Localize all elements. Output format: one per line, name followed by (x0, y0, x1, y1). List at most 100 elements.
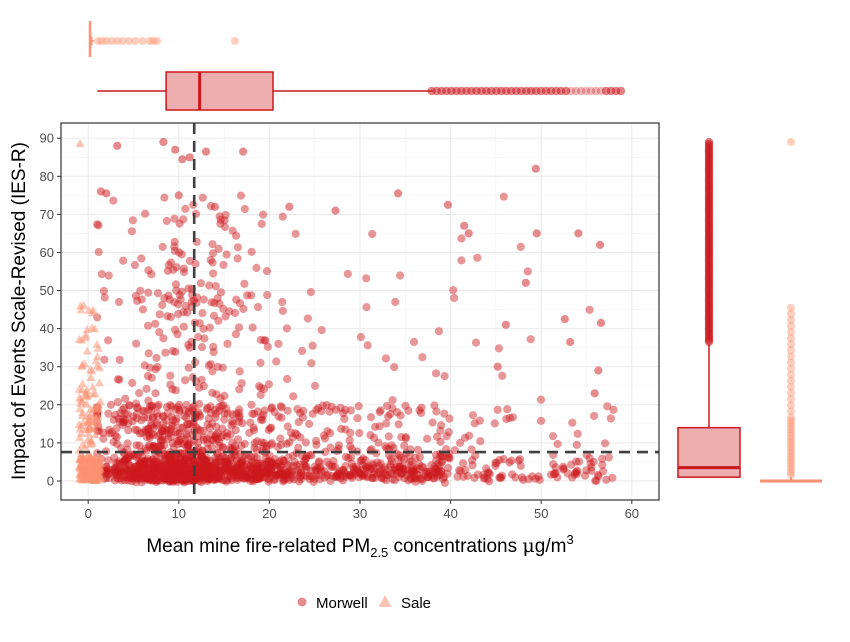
morwell-point (405, 458, 414, 467)
morwell-point (244, 454, 253, 463)
morwell-point (263, 464, 273, 473)
morwell-point (362, 462, 371, 471)
morwell-point (135, 461, 145, 470)
morwell-point (287, 473, 296, 482)
morwell-point (131, 473, 140, 482)
morwell-point (118, 420, 127, 429)
morwell-point (138, 428, 147, 437)
morwell-point (159, 334, 168, 343)
morwell-point (206, 402, 215, 411)
morwell-point (250, 470, 259, 479)
morwell-point (163, 434, 173, 443)
morwell-point (254, 464, 263, 473)
morwell-point (429, 467, 438, 476)
morwell-point (424, 472, 433, 481)
morwell-point (428, 418, 437, 427)
morwell-point (310, 462, 319, 471)
sale-point (76, 305, 86, 314)
morwell-point (211, 456, 221, 465)
morwell-point (131, 474, 140, 483)
morwell-point (222, 476, 231, 485)
sale-y-outlier (787, 471, 795, 480)
morwell-point (180, 412, 189, 421)
morwell-point (147, 401, 156, 410)
morwell-point (249, 426, 259, 435)
morwell-point (298, 346, 307, 356)
morwell-point (231, 330, 240, 339)
morwell-point (280, 469, 289, 478)
morwell-point (150, 468, 159, 477)
morwell-point (133, 474, 142, 483)
morwell-point (267, 403, 276, 412)
morwell-point (142, 473, 151, 482)
morwell-point (249, 423, 258, 432)
morwell-point (143, 454, 152, 463)
morwell-point (195, 461, 204, 470)
morwell-point (148, 471, 157, 480)
morwell-point (215, 442, 224, 451)
morwell-point (201, 469, 210, 478)
morwell-point (259, 442, 268, 451)
morwell-point (209, 436, 218, 445)
morwell-point (110, 467, 119, 476)
morwell-point (104, 465, 113, 474)
morwell-point (124, 476, 133, 485)
morwell-point (182, 413, 191, 422)
morwell-point (133, 296, 142, 305)
morwell-point (199, 470, 208, 479)
morwell-point (405, 451, 414, 460)
morwell-point (146, 363, 155, 372)
morwell-point (314, 458, 323, 467)
morwell-point (594, 472, 603, 481)
morwell-point (250, 439, 259, 448)
morwell-point (412, 464, 422, 473)
morwell-point (254, 470, 263, 479)
morwell-point (485, 477, 494, 486)
morwell-point (383, 401, 392, 410)
morwell-point (185, 153, 194, 162)
morwell-point (153, 431, 162, 440)
morwell-point (203, 403, 212, 412)
sale-point (95, 464, 105, 473)
morwell-point (398, 468, 407, 477)
morwell-point (247, 464, 256, 473)
morwell-point (212, 390, 221, 399)
x-axis-title-unit: g/m (535, 536, 567, 557)
morwell-point (232, 474, 242, 483)
morwell-point (211, 458, 220, 467)
morwell-point (125, 470, 134, 479)
morwell-point (183, 469, 192, 478)
morwell-point (320, 473, 329, 482)
morwell-point (296, 408, 305, 418)
morwell-point (173, 475, 182, 484)
morwell-point (133, 463, 142, 472)
morwell-point (213, 362, 222, 371)
morwell-point (212, 468, 222, 477)
morwell-point (252, 445, 261, 454)
morwell-point (164, 474, 174, 484)
morwell-point (254, 462, 263, 471)
morwell-point (404, 406, 413, 415)
morwell-point (340, 414, 349, 423)
morwell-point (135, 474, 144, 483)
morwell-point (139, 459, 148, 468)
morwell-point (559, 464, 568, 473)
morwell-point (440, 409, 449, 418)
morwell-point (326, 476, 335, 486)
morwell-point (266, 424, 275, 433)
sale-point (81, 424, 91, 433)
morwell-point (219, 467, 228, 477)
morwell-point (219, 260, 228, 270)
morwell-point (277, 440, 286, 449)
morwell-point (220, 216, 229, 225)
morwell-point (268, 459, 277, 468)
morwell-point (256, 383, 265, 392)
morwell-point (181, 376, 190, 385)
morwell-point (202, 473, 212, 482)
morwell-point (127, 471, 136, 480)
morwell-point (159, 470, 168, 479)
morwell-point (604, 453, 614, 462)
morwell-point (105, 429, 114, 438)
morwell-point (205, 423, 214, 432)
morwell-point (182, 400, 191, 410)
